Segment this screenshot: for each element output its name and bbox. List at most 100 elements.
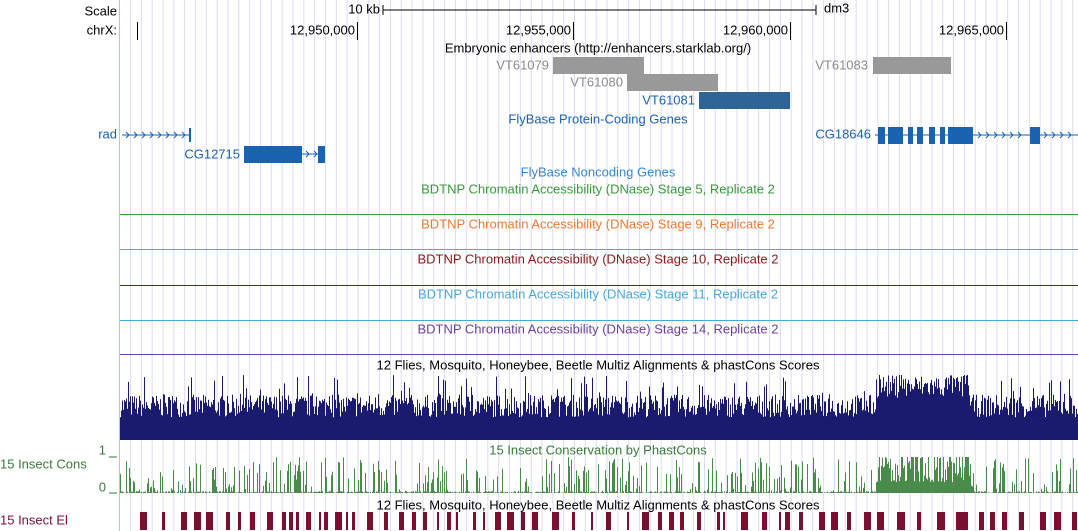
- element: [194, 512, 201, 530]
- assembly-label: dm3: [824, 0, 849, 15]
- strand-arrow: [1001, 131, 1006, 139]
- strand-arrow: [985, 131, 990, 139]
- element: [1072, 512, 1077, 530]
- track-title: BDTNP Chromatin Accessibility (DNase) St…: [417, 321, 778, 336]
- strand-arrow: [133, 131, 138, 139]
- track-title: BDTNP Chromatin Accessibility (DNase) St…: [421, 216, 775, 231]
- element: [979, 512, 984, 530]
- ruler-label: 12,965,000: [939, 22, 1004, 37]
- track-title: FlyBase Protein-Coding Genes: [508, 111, 688, 126]
- element: [473, 512, 476, 530]
- strand-arrow: [141, 131, 146, 139]
- ruler-label: 12,955,000: [506, 22, 571, 37]
- track-title: BDTNP Chromatin Accessibility (DNase) St…: [421, 181, 775, 196]
- exon: [908, 127, 913, 144]
- enhancer: [627, 74, 718, 91]
- strand-arrow: [149, 131, 154, 139]
- element: [606, 512, 611, 530]
- scale-label: 1: [99, 442, 106, 457]
- guide-lines: [130, 0, 1074, 531]
- element: [447, 512, 451, 530]
- element: [697, 512, 701, 530]
- strand-arrow: [1043, 131, 1048, 139]
- strand-arrow: [1017, 131, 1022, 139]
- element: [521, 512, 525, 530]
- element: [206, 512, 213, 530]
- exon: [1030, 127, 1040, 144]
- element: [346, 512, 348, 530]
- element: [483, 512, 485, 530]
- strand-arrow: [157, 131, 162, 139]
- strand-arrow: [1051, 131, 1056, 139]
- enhancer: [699, 92, 790, 109]
- element: [799, 512, 803, 530]
- element: [819, 512, 825, 530]
- track-label: 15 Insect Cons: [0, 456, 87, 471]
- track-title: BDTNP Chromatin Accessibility (DNase) St…: [417, 251, 778, 266]
- element: [669, 512, 674, 530]
- element: [627, 512, 629, 530]
- element: [367, 512, 373, 530]
- enhancer-label: VT61079: [496, 57, 549, 72]
- exon: [318, 146, 325, 163]
- element: [250, 512, 255, 530]
- strand-arrow: [125, 131, 130, 139]
- exon: [878, 127, 885, 144]
- element: [937, 512, 945, 530]
- strand-arrow: [305, 150, 310, 158]
- element: [658, 512, 662, 530]
- enhancer-label: VT61083: [815, 57, 868, 72]
- element: [289, 512, 293, 530]
- exon: [917, 127, 923, 144]
- strand-arrow: [1059, 131, 1064, 139]
- element: [238, 512, 241, 530]
- element: [680, 512, 684, 530]
- exon: [940, 127, 945, 144]
- strand-arrow: [977, 131, 982, 139]
- scale-bar-label: 10 kb: [348, 1, 380, 16]
- enhancer: [873, 57, 951, 74]
- element: [423, 512, 427, 530]
- track-title: 15 Insect Conservation by PhastCons: [489, 442, 707, 457]
- conservation-wiggle: [120, 375, 1078, 440]
- track-title: Embryonic enhancers (http://enhancers.st…: [445, 40, 751, 55]
- exon: [929, 127, 935, 144]
- element: [384, 512, 388, 530]
- exon: [948, 127, 973, 144]
- element: [437, 512, 439, 530]
- strand-arrow: [313, 150, 318, 158]
- element: [319, 512, 321, 530]
- chrom-label: chrX:: [87, 22, 117, 37]
- element: [591, 512, 593, 530]
- features: [109, 22, 1078, 530]
- element: [226, 512, 230, 530]
- element: [552, 512, 559, 530]
- element: [741, 512, 748, 530]
- track-title: 12 Flies, Mosquito, Honeybee, Beetle Mul…: [377, 357, 820, 372]
- element: [296, 512, 299, 530]
- strand-arrow: [1067, 131, 1072, 139]
- track-title: 12 Flies, Mosquito, Honeybee, Beetle Mul…: [377, 497, 820, 512]
- strand-arrow: [993, 131, 998, 139]
- strand-arrow: [181, 131, 186, 139]
- phastcons-wiggle: [120, 457, 1078, 493]
- element: [1054, 512, 1061, 530]
- element: [723, 512, 725, 530]
- labels: Scale 10 kb dm3 chrX: 12,950,000 12,955,000 12…: [0, 0, 1004, 527]
- exon: [189, 128, 191, 142]
- element: [324, 512, 328, 530]
- element: [282, 512, 286, 530]
- track-title: FlyBase Noncoding Genes: [521, 164, 676, 179]
- ruler-label: 12,950,000: [290, 22, 355, 37]
- element: [495, 512, 501, 530]
- gene-label: CG12715: [184, 146, 240, 161]
- scale-label: 0: [99, 479, 106, 494]
- element: [762, 512, 767, 530]
- exon: [244, 146, 302, 163]
- element: [456, 512, 458, 530]
- track-label: 15 Insect El: [0, 512, 68, 527]
- element: [399, 512, 404, 530]
- element: [532, 512, 538, 530]
